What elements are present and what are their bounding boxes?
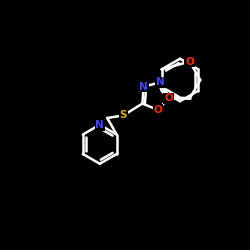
Text: N: N (95, 120, 104, 130)
Text: O: O (154, 105, 162, 115)
Text: O: O (164, 94, 173, 104)
Text: N: N (156, 78, 164, 88)
Text: N: N (139, 82, 148, 92)
Text: O: O (185, 56, 194, 66)
Text: S: S (120, 110, 127, 120)
